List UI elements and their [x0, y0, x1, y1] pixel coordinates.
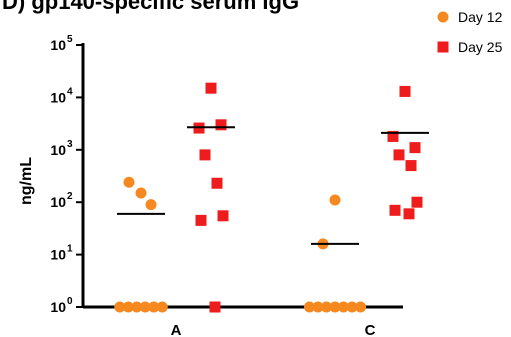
data-point-day-12 — [131, 301, 143, 313]
data-point-day-12 — [135, 187, 147, 199]
data-point-day-25 — [393, 149, 405, 161]
data-point-day-12 — [123, 176, 135, 188]
legend-marker — [437, 11, 449, 23]
y-tick-exponent: 3 — [67, 139, 73, 150]
data-point-day-12 — [145, 199, 157, 211]
data-point-day-25 — [205, 82, 217, 94]
data-points — [114, 82, 423, 313]
y-tick-exponent: 4 — [67, 86, 73, 97]
y-tick-label: 10 — [50, 37, 66, 53]
data-point-day-12 — [122, 301, 134, 313]
y-tick-exponent: 1 — [67, 244, 73, 255]
data-point-day-25 — [403, 208, 415, 220]
data-point-day-12 — [329, 194, 341, 206]
data-point-day-12 — [148, 301, 160, 313]
median-lines — [117, 126, 429, 245]
legend-marker — [437, 41, 449, 53]
data-point-day-25 — [409, 142, 421, 154]
y-tick-label: 10 — [50, 299, 66, 315]
data-point-day-12 — [346, 301, 358, 313]
y-tick-exponent: 2 — [67, 191, 73, 202]
data-point-day-25 — [195, 214, 207, 226]
data-point-day-25 — [211, 177, 223, 189]
data-point-day-12 — [139, 301, 151, 313]
y-axis-title: ng/mL — [18, 157, 35, 205]
data-point-day-25 — [387, 130, 399, 142]
data-point-day-12 — [338, 301, 349, 313]
data-point-day-25 — [411, 196, 423, 208]
y-tick-exponent: 5 — [67, 34, 73, 45]
x-category-label: A — [171, 322, 182, 337]
data-point-day-12 — [329, 301, 341, 313]
data-point-day-25 — [405, 160, 417, 172]
data-point-day-12 — [321, 301, 332, 313]
data-point-day-12 — [312, 301, 324, 313]
data-point-day-25 — [209, 301, 221, 313]
y-tick-exponent: 0 — [67, 296, 73, 307]
data-point-day-25 — [399, 85, 411, 97]
data-point-day-12 — [304, 301, 315, 313]
y-tick-label: 10 — [50, 194, 66, 210]
data-point-day-25 — [389, 204, 401, 216]
data-point-day-25 — [215, 119, 227, 131]
axes — [81, 43, 403, 309]
data-point-day-25 — [217, 210, 229, 222]
data-point-day-25 — [199, 149, 211, 161]
data-point-day-12 — [114, 301, 126, 313]
y-tick-label: 10 — [50, 142, 66, 158]
chart-title: D) gp140-specific serum IgG — [2, 0, 299, 14]
y-tick-label: 10 — [50, 89, 66, 105]
legend-label: Day 12 — [458, 9, 503, 25]
x-category-label: C — [365, 322, 376, 337]
y-tick-label: 10 — [50, 247, 66, 263]
data-point-day-12 — [355, 301, 366, 313]
data-point-day-12 — [156, 301, 168, 313]
legend: Day 12 Day 25 — [437, 9, 503, 55]
legend-label: Day 25 — [458, 39, 503, 55]
